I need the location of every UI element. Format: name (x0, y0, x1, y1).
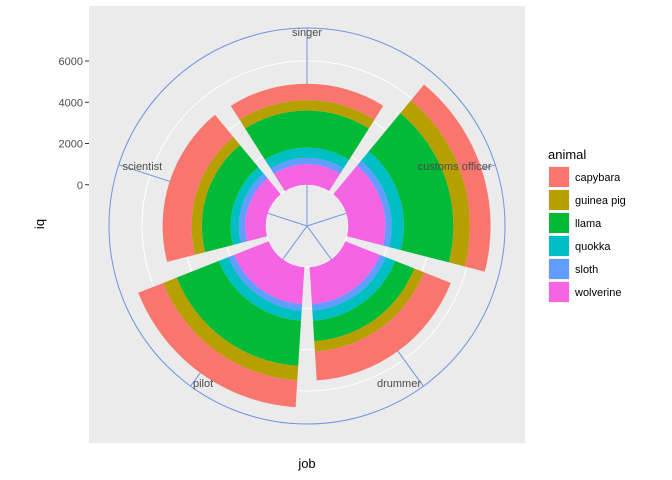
legend-title: animal (548, 147, 586, 162)
x-axis-title: job (297, 456, 315, 471)
bar-sloth-singer (270, 157, 344, 174)
bar-guinea-pig-scientist (191, 137, 240, 255)
legend-label-sloth: sloth (575, 264, 598, 276)
y-tick-label: 2000 (59, 139, 83, 151)
bar-llama-drummer (312, 260, 415, 342)
legend-label-guinea-pig: guinea pig (575, 195, 626, 207)
bar-guinea-pig-customs-officer (400, 100, 470, 267)
category-label-scientist: scientist (123, 161, 163, 173)
legend-swatch-guinea-pig (549, 190, 569, 210)
bar-sloth-customs-officer (356, 160, 392, 248)
bar-capybara-singer (230, 83, 384, 120)
bar-llama-pilot (176, 260, 302, 366)
bar-sloth-drummer (311, 254, 386, 311)
legend-swatch-wolverine (549, 282, 569, 302)
bar-quokka-singer (265, 147, 349, 169)
legend-label-wolverine: wolverine (574, 287, 621, 299)
category-label-pilot: pilot (193, 378, 213, 390)
category-label-singer: singer (292, 27, 322, 39)
category-labels: singer customs officer drummer pilot scienti… (123, 27, 492, 390)
bar-capybara-customs-officer (410, 84, 491, 272)
bar-wolverine-scientist (245, 178, 281, 242)
category-label-customs-officer: customs officer (418, 161, 492, 173)
bar-sloth-scientist (238, 173, 268, 243)
bar-llama-singer (245, 110, 369, 160)
bar-guinea-pig-pilot (163, 277, 299, 381)
bar-quokka-customs-officer (360, 151, 404, 251)
bar-llama-customs-officer (368, 113, 454, 263)
y-axis-ticks: 0 2000 4000 6000 (59, 56, 89, 192)
legend: capybara guinea pig llama quokka sloth wolver… (548, 166, 626, 303)
bar-quokka-pilot (218, 257, 302, 321)
bar-capybara-pilot (138, 282, 298, 408)
legend-swatch-capybara (549, 167, 569, 187)
bar-llama-scientist (201, 144, 259, 253)
bar-wolverine-customs-officer (333, 165, 386, 246)
bar-guinea-pig-drummer (314, 268, 424, 352)
bars (138, 83, 491, 408)
y-tick-label: 0 (77, 180, 83, 192)
legend-swatch-quokka (549, 236, 569, 256)
bar-sloth-pilot (228, 254, 303, 311)
category-label-drummer: drummer (377, 378, 421, 390)
y-tick-label: 6000 (59, 56, 83, 68)
bar-quokka-scientist (230, 167, 264, 245)
bar-guinea-pig-singer (239, 100, 375, 129)
bar-wolverine-pilot (234, 241, 305, 305)
bar-wolverine-drummer (309, 241, 380, 305)
bar-capybara-drummer (314, 272, 451, 381)
legend-swatch-llama (549, 213, 569, 233)
bar-wolverine-singer (273, 164, 341, 192)
legend-label-capybara: capybara (575, 172, 621, 184)
legend-label-quokka: quokka (575, 241, 611, 253)
bar-quokka-drummer (312, 257, 396, 321)
legend-swatch-sloth (549, 259, 569, 279)
bar-capybara-scientist (162, 114, 234, 262)
y-axis-title: iq (32, 219, 47, 229)
y-tick-label: 4000 (59, 97, 83, 109)
legend-label-llama: llama (575, 218, 602, 230)
